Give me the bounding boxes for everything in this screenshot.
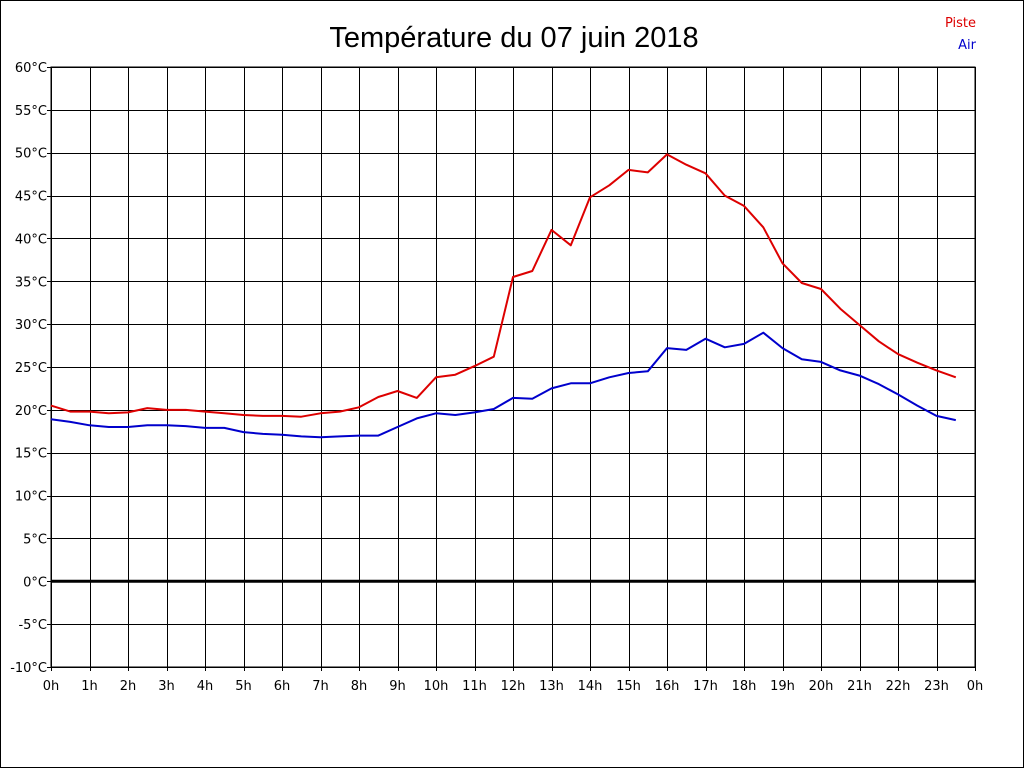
legend-entry-piste: Piste [945,16,976,31]
y-tick-label: 60°C [15,61,47,76]
x-tick-label: 7h [312,679,329,694]
y-tick-label: 0°C [23,575,47,590]
x-tick-label: 23h [924,679,949,694]
legend-entry-air: Air [958,38,977,53]
y-tick-label: 10°C [15,490,47,505]
grid [47,66,976,671]
y-tick-label: -5°C [18,618,47,633]
series-line-air [50,331,957,439]
x-tick-label: 19h [770,679,795,694]
x-tick-label: 10h [424,679,449,694]
legend: Piste Air [945,16,977,53]
x-tick-label: 3h [158,679,175,694]
x-tick-label: 0h [967,679,984,694]
y-tick-label: -10°C [10,661,47,676]
x-tick-label: 14h [578,679,603,694]
y-tick-label: 15°C [15,447,47,462]
x-tick-label: 11h [462,679,487,694]
y-tick-label: 5°C [23,532,47,547]
x-tick-label: 21h [847,679,872,694]
chart-title: Température du 07 juin 2018 [329,22,698,54]
x-tick-label: 1h [81,679,98,694]
y-tick-label: 55°C [15,104,47,119]
series-lines [50,153,957,439]
x-tick-label: 18h [732,679,757,694]
x-tick-label: 2h [120,679,137,694]
y-tick-label: 35°C [15,275,47,290]
x-tick-label: 20h [809,679,834,694]
x-tick-label: 22h [886,679,911,694]
x-tick-label: 4h [197,679,214,694]
y-tick-label: 40°C [15,232,47,247]
x-tick-label: 5h [235,679,252,694]
x-tick-label: 17h [693,679,718,694]
y-tick-label: 30°C [15,318,47,333]
y-tick-label: 50°C [15,147,47,162]
x-axis-ticks: 0h 1h 2h 3h 4h 5h 6h 7h 8h 9h 10h 11h 12h 13h 14h 15h 16… [43,679,984,694]
x-tick-label: 6h [274,679,291,694]
y-tick-label: 25°C [15,361,47,376]
y-tick-label: 20°C [15,404,47,419]
x-tick-label: 13h [539,679,564,694]
y-axis-ticks: 60°C 55°C 50°C 45°C 40°C 35°C 30°C 25°C 20°C 15°C… [10,61,47,676]
y-tick-label: 45°C [15,190,47,205]
x-tick-label: 16h [655,679,680,694]
x-tick-label: 15h [616,679,641,694]
series-line-piste [50,153,957,418]
x-tick-label: 0h [43,679,60,694]
x-tick-label: 8h [351,679,368,694]
x-tick-label: 12h [501,679,526,694]
x-tick-label: 9h [389,679,406,694]
